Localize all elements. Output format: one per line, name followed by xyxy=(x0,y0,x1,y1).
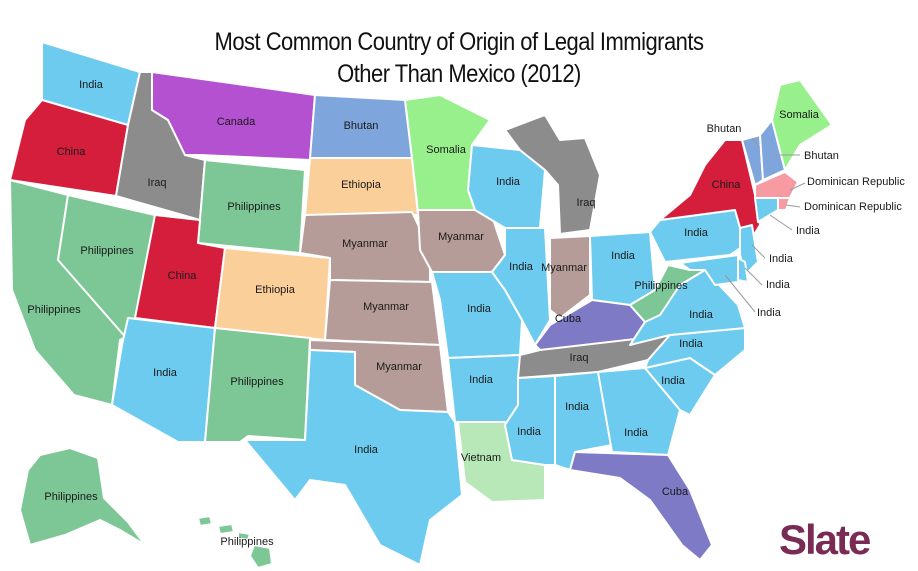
label-MO: India xyxy=(467,303,492,315)
label-ND: Bhutan xyxy=(344,120,379,132)
label-MT: Canada xyxy=(217,116,256,128)
state-AZ[interactable] xyxy=(111,317,216,443)
state-ME[interactable] xyxy=(771,79,833,171)
label-MS: India xyxy=(517,426,542,438)
label-CO: Ethiopia xyxy=(255,284,296,296)
label-RI: Dominican Republic xyxy=(804,201,902,213)
label-AZ: India xyxy=(153,367,178,379)
title-line-1: Most Common Country of Origin of Legal I… xyxy=(214,28,704,56)
state-MI[interactable] xyxy=(504,114,601,235)
label-UT: China xyxy=(168,270,198,282)
label-NC: India xyxy=(679,338,704,350)
title-line-2: Other Than Mexico (2012) xyxy=(337,60,581,88)
label-WA: India xyxy=(79,79,104,91)
label-WI: India xyxy=(496,176,521,188)
callout-leader-lines xyxy=(724,137,806,313)
label-IN: Myanmar xyxy=(541,262,587,274)
label-KS: Myanmar xyxy=(363,301,409,313)
label-IL: India xyxy=(509,261,534,273)
label-HI: Philippines xyxy=(220,536,274,548)
label-SC: India xyxy=(661,375,686,387)
label-CT: India xyxy=(796,225,821,237)
label-NM: Philippines xyxy=(230,376,284,388)
state-GA[interactable] xyxy=(597,367,681,456)
label-VA: India xyxy=(689,309,714,321)
label-CA: Philippines xyxy=(27,304,81,316)
state-AK[interactable] xyxy=(19,447,146,546)
label-TX: India xyxy=(354,444,379,456)
state-HI-2[interactable] xyxy=(217,523,235,535)
map-title: Most Common Country of Origin of Legal I… xyxy=(55,26,863,90)
label-LA: Vietnam xyxy=(461,452,501,464)
label-ID: Iraq xyxy=(148,177,167,189)
state-IL[interactable] xyxy=(491,227,551,346)
label-NJ: India xyxy=(769,253,794,265)
label-PA: India xyxy=(684,227,709,239)
label-MD: India xyxy=(757,307,782,319)
state-labels: India China Philippines Philippines Iraq… xyxy=(27,79,905,548)
label-AK: Philippines xyxy=(44,491,98,503)
label-TN: Iraq xyxy=(570,352,589,364)
state-IN[interactable] xyxy=(549,235,591,319)
label-ME: Somalia xyxy=(779,109,820,121)
label-OK: Myanmar xyxy=(376,361,422,373)
label-FL: Cuba xyxy=(662,486,689,498)
label-AR: India xyxy=(469,374,494,386)
label-MI: Iraq xyxy=(577,197,596,209)
label-NH: Bhutan xyxy=(804,150,839,162)
state-HI-1[interactable] xyxy=(197,515,213,527)
state-NM[interactable] xyxy=(204,327,311,443)
state-OH[interactable] xyxy=(589,231,656,306)
state-MA[interactable] xyxy=(754,171,799,199)
label-NY: China xyxy=(712,179,742,191)
label-MN: Somalia xyxy=(426,144,467,156)
label-OH: India xyxy=(611,250,636,262)
state-HI-3[interactable] xyxy=(237,531,251,541)
state-OR[interactable] xyxy=(9,99,129,197)
state-CT[interactable] xyxy=(754,197,779,223)
label-VT: Bhutan xyxy=(707,123,742,135)
state-AR[interactable] xyxy=(447,354,521,426)
label-KY: Cuba xyxy=(555,313,582,325)
state-TX[interactable] xyxy=(244,349,463,566)
label-DE: India xyxy=(766,279,791,291)
state-RI[interactable] xyxy=(777,197,791,211)
label-WY: Philippines xyxy=(227,201,281,213)
label-MA: Dominican Republic xyxy=(807,176,905,188)
label-GA: India xyxy=(624,427,649,439)
label-SD: Ethiopia xyxy=(341,179,382,191)
label-IA: Myanmar xyxy=(438,231,484,243)
label-NE: Myanmar xyxy=(342,238,388,250)
label-WV: Philippines xyxy=(634,280,688,292)
state-MD[interactable] xyxy=(679,254,739,286)
label-NV: Philippines xyxy=(80,245,134,257)
label-OR: China xyxy=(57,146,87,158)
state-FL[interactable] xyxy=(569,451,713,561)
label-AL: India xyxy=(565,401,590,413)
slate-logo: Slate xyxy=(779,516,871,563)
state-HI-4[interactable] xyxy=(249,544,273,569)
